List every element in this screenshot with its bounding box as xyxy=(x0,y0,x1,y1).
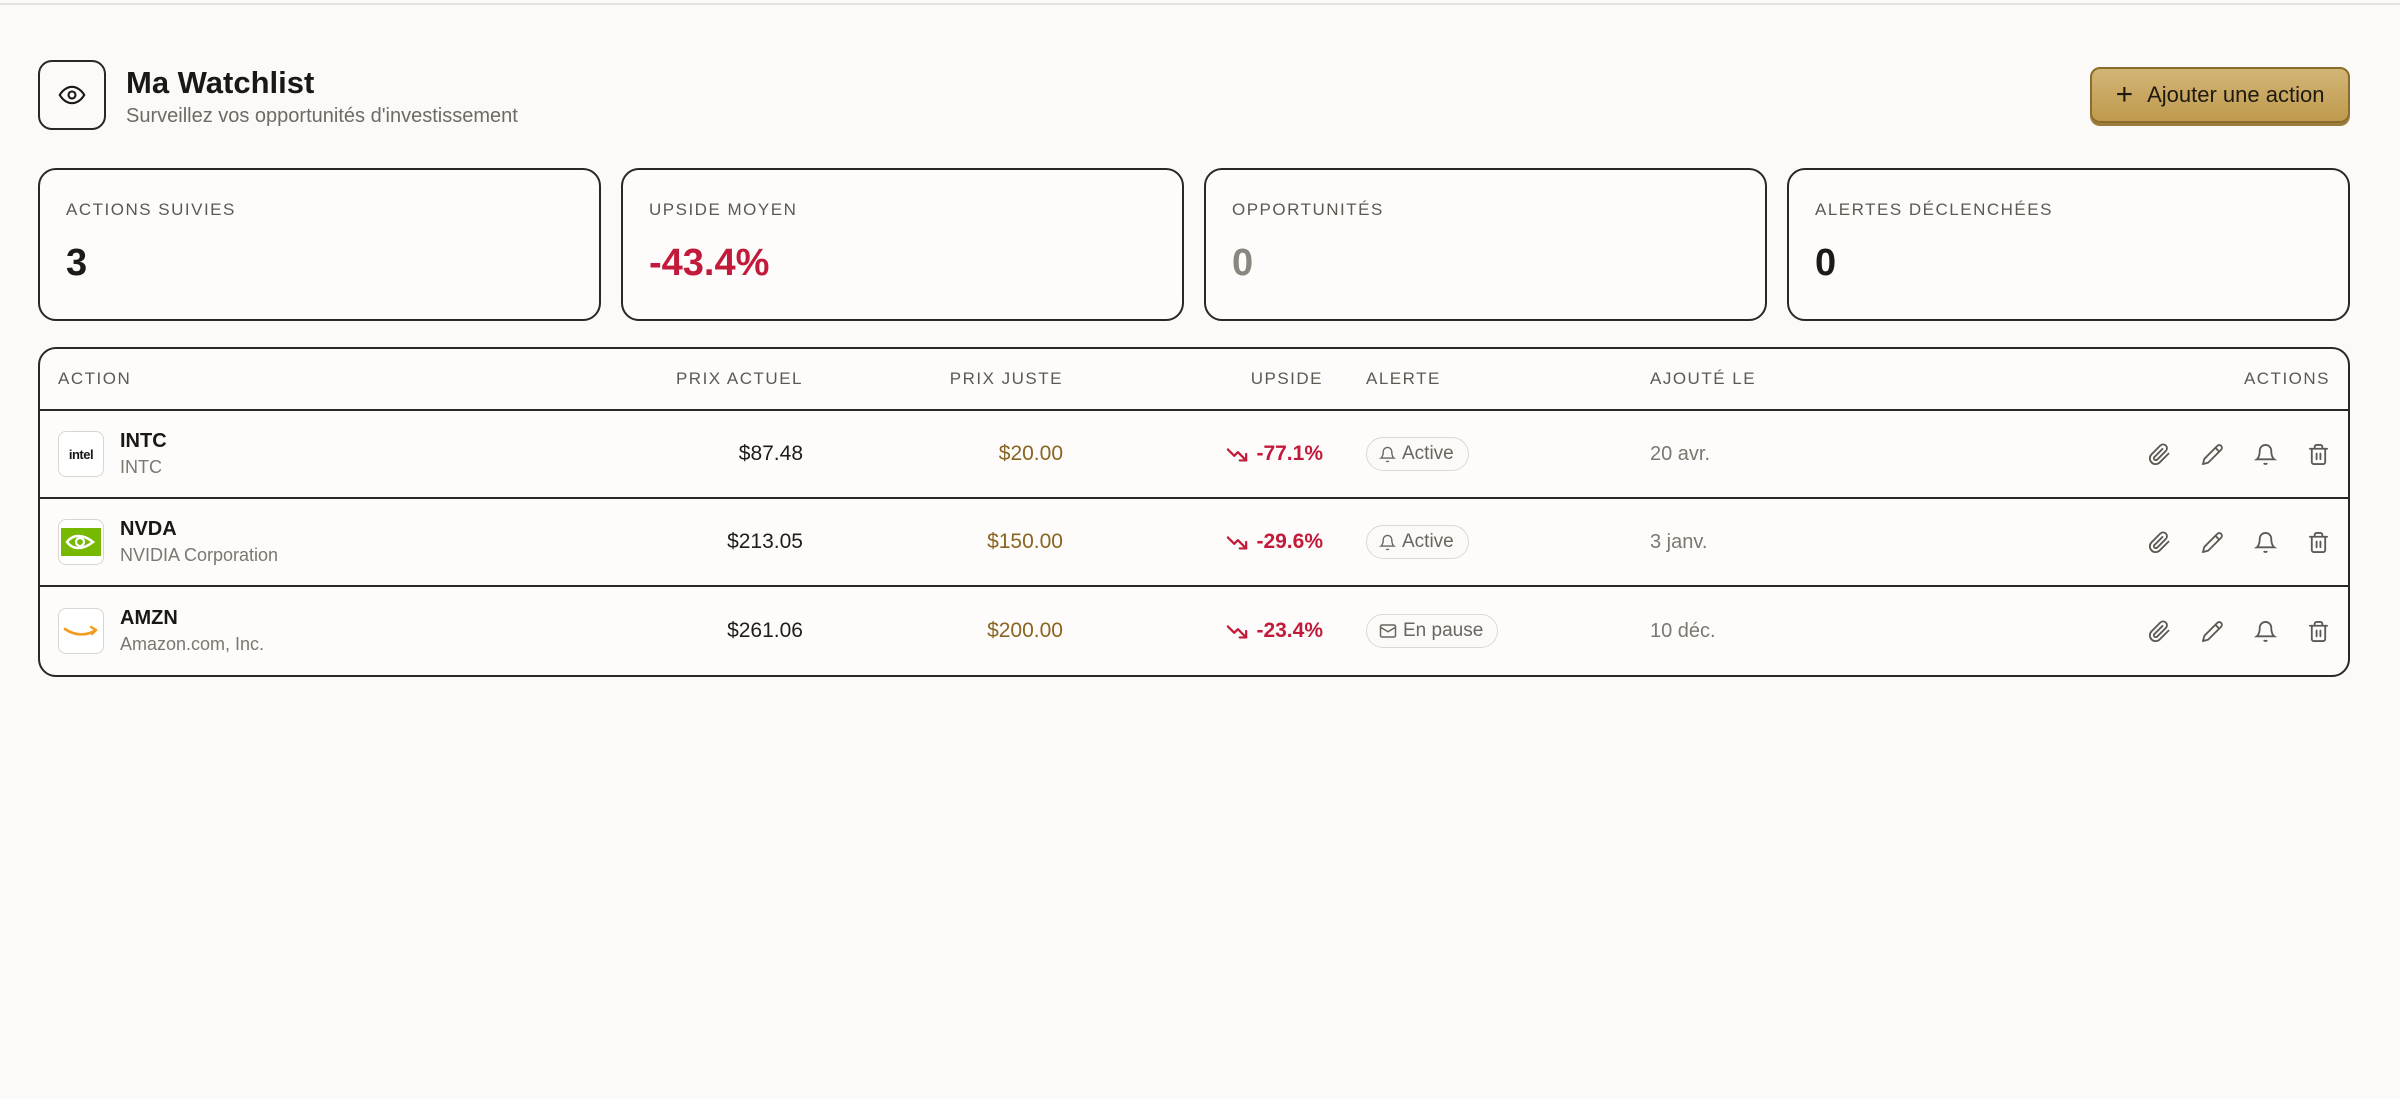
row-actions xyxy=(2148,619,2330,643)
trending-down-icon xyxy=(1227,448,1248,462)
stat-label: ALERTES DÉCLENCHÉES xyxy=(1815,200,2053,219)
fair-price: $200.00 xyxy=(987,619,1063,642)
stat-value: -43.4% xyxy=(649,242,770,284)
bell-icon[interactable] xyxy=(2254,443,2277,466)
upside-value: -29.6% xyxy=(1226,530,1323,554)
stat-label: UPSIDE MOYEN xyxy=(649,200,798,219)
top-divider xyxy=(0,0,2400,5)
column-header-alerte[interactable]: ALERTE xyxy=(1366,369,1441,388)
alert-status-badge[interactable]: Active xyxy=(1366,525,1469,559)
watchlist-table: ACTION PRIX ACTUEL PRIX JUSTE UPSIDE ALE… xyxy=(38,347,2350,677)
table-row[interactable]: intel INTC INTC $87.48 $20.00 -77.1% Act… xyxy=(40,411,2348,499)
eye-icon xyxy=(38,60,106,130)
edit-pencil-icon[interactable] xyxy=(2201,443,2224,466)
added-date: 10 déc. xyxy=(1650,619,1716,642)
current-price: $213.05 xyxy=(727,530,803,553)
add-stock-label: Ajouter une action xyxy=(2147,82,2325,107)
paperclip-icon[interactable] xyxy=(2148,530,2171,554)
trash-icon[interactable] xyxy=(2307,443,2330,466)
stat-label: OPPORTUNITÉS xyxy=(1232,200,1384,219)
paperclip-icon[interactable] xyxy=(2148,442,2171,466)
column-header-prix-juste[interactable]: PRIX JUSTE xyxy=(949,369,1063,388)
trash-icon[interactable] xyxy=(2307,531,2330,554)
column-header-actions: ACTIONS xyxy=(2243,369,2330,388)
alert-status-badge[interactable]: Active xyxy=(1366,437,1469,471)
trending-down-icon xyxy=(1227,536,1248,550)
column-header-upside[interactable]: UPSIDE xyxy=(1250,369,1323,388)
paperclip-icon[interactable] xyxy=(2148,619,2171,643)
table-row[interactable]: NVDA NVIDIA Corporation $213.05 $150.00 … xyxy=(40,499,2348,587)
nvidia-logo xyxy=(58,519,104,565)
trash-icon[interactable] xyxy=(2307,620,2330,643)
added-date: 20 avr. xyxy=(1650,442,1711,465)
fair-price: $150.00 xyxy=(987,530,1063,553)
current-price: $87.48 xyxy=(738,442,803,465)
table-header: ACTION PRIX ACTUEL PRIX JUSTE UPSIDE ALE… xyxy=(40,349,2348,411)
page-title: Ma Watchlist xyxy=(126,64,315,100)
upside-value: -77.1% xyxy=(1226,442,1323,466)
page-header: Ma Watchlist Surveillez vos opportunités… xyxy=(38,60,2350,130)
bell-icon[interactable] xyxy=(2254,531,2277,554)
bell-icon xyxy=(1379,446,1396,462)
mail-icon xyxy=(1379,624,1397,638)
edit-pencil-icon[interactable] xyxy=(2201,531,2224,554)
row-actions xyxy=(2148,442,2330,466)
current-price: $261.06 xyxy=(727,619,803,642)
bell-icon[interactable] xyxy=(2254,620,2277,643)
stat-label: ACTIONS SUIVIES xyxy=(66,200,236,219)
page-subtitle: Surveillez vos opportunités d'investisse… xyxy=(126,104,518,127)
stock-symbol[interactable]: AMZN xyxy=(120,607,178,629)
trending-down-icon xyxy=(1227,625,1248,639)
added-date: 3 janv. xyxy=(1650,530,1708,553)
column-header-action[interactable]: ACTION xyxy=(58,369,132,388)
alert-status-badge[interactable]: En pause xyxy=(1366,614,1499,648)
stock-name: INTC xyxy=(120,457,162,477)
stock-name: NVIDIA Corporation xyxy=(120,545,279,565)
edit-pencil-icon[interactable] xyxy=(2201,620,2224,643)
stat-card-actions-suivies: ACTIONS SUIVIES 3 xyxy=(38,168,601,321)
stock-cell: AMZN Amazon.com, Inc. xyxy=(58,607,264,655)
amazon-logo xyxy=(58,608,104,654)
stat-card-upside-moyen: UPSIDE MOYEN -43.4% xyxy=(621,168,1184,321)
plus-icon: + xyxy=(2115,78,2134,111)
stock-name: Amazon.com, Inc. xyxy=(120,634,265,654)
bell-icon xyxy=(1379,534,1396,550)
add-stock-button[interactable]: + Ajouter une action xyxy=(2090,67,2350,123)
intel-logo: intel xyxy=(58,431,104,477)
stock-cell: NVDA NVIDIA Corporation xyxy=(58,518,278,566)
column-header-ajoute-le[interactable]: AJOUTÉ LE xyxy=(1650,369,1757,388)
column-header-prix-actuel[interactable]: PRIX ACTUEL xyxy=(675,369,803,388)
stats-row: ACTIONS SUIVIES 3 UPSIDE MOYEN -43.4% OP… xyxy=(38,168,2350,321)
stock-symbol[interactable]: NVDA xyxy=(120,518,177,540)
stock-cell: intel INTC INTC xyxy=(58,430,167,478)
row-actions xyxy=(2148,530,2330,554)
stat-card-opportunites: OPPORTUNITÉS 0 xyxy=(1204,168,1767,321)
table-row[interactable]: AMZN Amazon.com, Inc. $261.06 $200.00 -2… xyxy=(40,587,2348,675)
stock-symbol[interactable]: INTC xyxy=(120,430,167,452)
fair-price: $20.00 xyxy=(998,442,1063,465)
watchlist-page: Ma Watchlist Surveillez vos opportunités… xyxy=(38,60,2350,677)
upside-value: -23.4% xyxy=(1226,619,1323,643)
stat-value: 0 xyxy=(1232,242,1254,284)
stat-value: 3 xyxy=(66,242,88,284)
stat-value: 0 xyxy=(1815,242,1837,284)
stat-card-alertes: ALERTES DÉCLENCHÉES 0 xyxy=(1787,168,2350,321)
